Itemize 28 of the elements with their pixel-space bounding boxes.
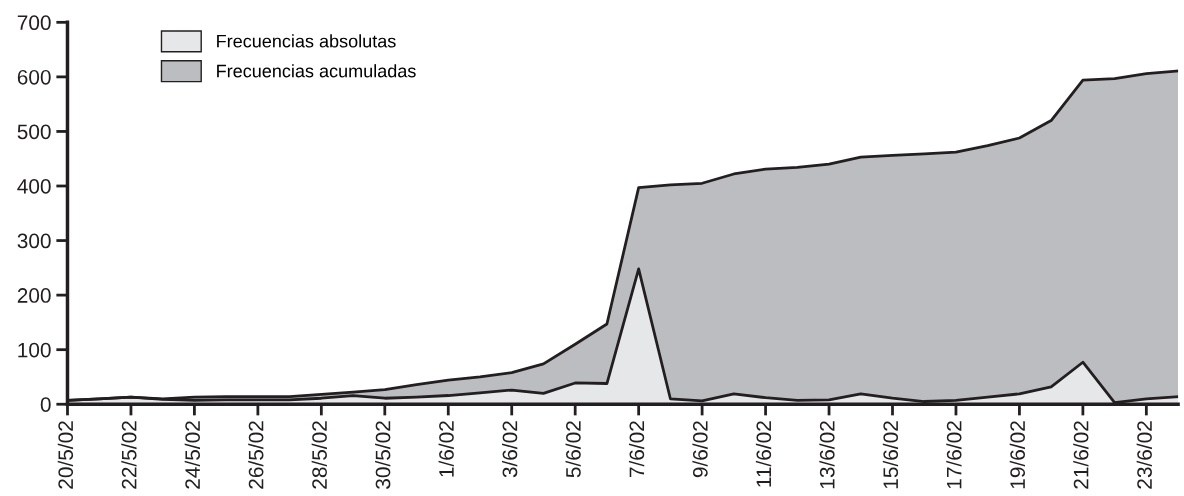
y-tick-label: 100 — [18, 342, 51, 358]
x-tick-label: 26/5/02 — [248, 421, 264, 489]
y-tick-label: 200 — [17, 288, 51, 303]
x-tick-label: 22/5/02 — [121, 421, 137, 489]
x-tick-label: 30/5/02 — [375, 421, 391, 489]
x-tick-label: 11/6/02 — [755, 421, 772, 487]
x-tick-label: 13/6/02 — [819, 421, 835, 489]
x-tick-label: 15/6/02 — [882, 421, 899, 489]
x-tick-label: 28/5/02 — [311, 421, 327, 489]
y-tick-label: 400 — [17, 179, 51, 194]
legend-label: Frecuencias absolutas — [217, 34, 396, 48]
x-tick-label: 7/6/02 — [628, 421, 645, 478]
x-tick-label: 9/6/02 — [692, 421, 708, 478]
x-tick-label: 19/6/02 — [1009, 421, 1026, 489]
x-tick-label: 20/5/02 — [57, 421, 74, 489]
y-tick-label: 500 — [17, 124, 51, 140]
y-tick-label: 600 — [17, 69, 51, 85]
y-tick-label: 300 — [17, 233, 51, 249]
x-tick-label: 5/6/02 — [565, 421, 581, 478]
x-tick-label: 3/6/02 — [502, 421, 518, 478]
x-tick-label: 1/6/02 — [438, 421, 454, 477]
x-tick-label: 21/6/02 — [1073, 421, 1089, 489]
x-tick-label: 23/6/02 — [1136, 421, 1152, 489]
y-tick-label: 700 — [17, 15, 51, 31]
y-tick-label: 0 — [40, 397, 51, 412]
x-tick-label: 17/6/02 — [946, 421, 962, 489]
legend-label: Frecuencias acumuladas — [217, 64, 416, 78]
x-tick-label: 24/5/02 — [184, 421, 201, 489]
